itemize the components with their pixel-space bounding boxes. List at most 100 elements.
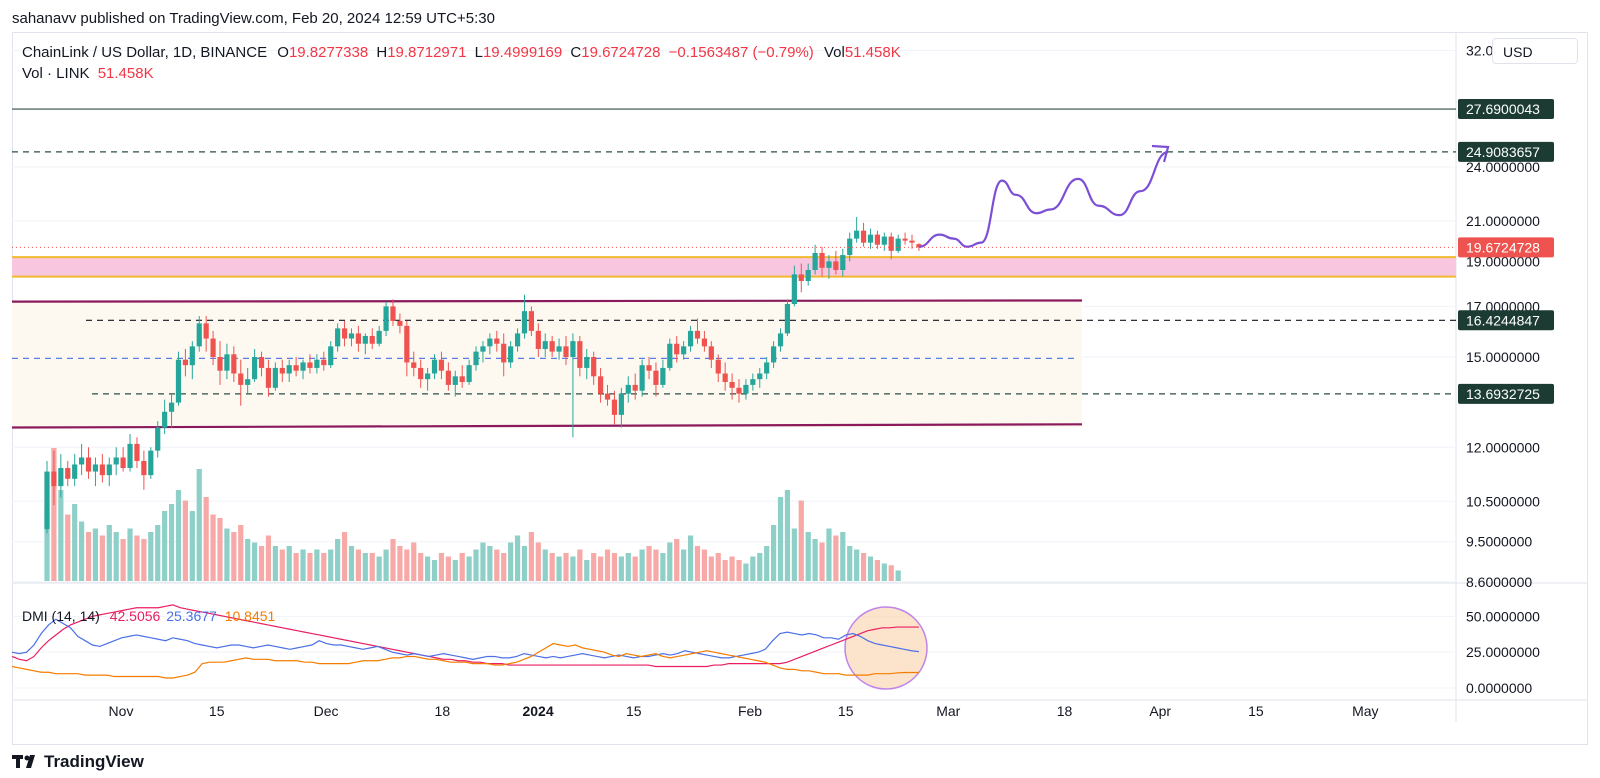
time-tick-label: Apr (1149, 703, 1171, 719)
candle-body (300, 362, 306, 371)
volume-bar (722, 560, 728, 581)
candle-body (798, 274, 804, 282)
candle-body (729, 382, 735, 388)
volume-bar (514, 535, 521, 581)
close-label: C (570, 44, 582, 61)
candle-body (604, 393, 611, 400)
price-badge-label: 24.9083657 (1466, 144, 1540, 160)
candle-body (341, 328, 348, 339)
volume-bar (231, 532, 237, 581)
candle-body (639, 365, 645, 391)
candle-body (584, 356, 590, 368)
candle-body (777, 333, 784, 347)
volume-bar (120, 539, 126, 581)
candle-body (874, 234, 880, 245)
volume-bar (625, 553, 631, 581)
volume-bar (708, 556, 714, 581)
volume-bar (72, 504, 78, 581)
volume-bar (888, 565, 894, 581)
volume-bar (750, 556, 756, 581)
candle-body (438, 359, 445, 371)
candle-body (65, 467, 71, 479)
candle-body (279, 367, 285, 374)
candle-body (148, 450, 154, 476)
candle-body (210, 338, 216, 357)
time-tick-label: Nov (109, 703, 134, 719)
volume-bar (701, 549, 707, 581)
candle-body (840, 255, 846, 270)
candle-body (694, 330, 701, 339)
candle-body (895, 238, 901, 251)
volume-bar (175, 490, 182, 581)
candle-body (92, 464, 99, 472)
volume-bar (487, 546, 493, 581)
currency-button[interactable]: USD (1492, 38, 1578, 64)
candle-body (687, 330, 694, 347)
candle-body (51, 471, 57, 487)
volume-bar (840, 532, 846, 581)
volume-bar (480, 542, 486, 581)
volume-bar (501, 553, 507, 581)
candle-body (757, 373, 763, 380)
price-badge (1458, 310, 1554, 331)
channel-bottom-line (11, 423, 1083, 429)
volume-value: 51.458K (844, 44, 901, 61)
candle-body (598, 376, 604, 394)
price-tick-label: 8.6000000 (1466, 574, 1532, 590)
candle-body (653, 370, 659, 385)
candle-body (473, 351, 479, 366)
volume-bar (362, 553, 368, 581)
candle-body (791, 274, 797, 304)
candle-body (611, 399, 618, 415)
volume-bar (494, 549, 500, 581)
volume-bar (134, 535, 140, 581)
volume-bar (155, 525, 161, 581)
candle-body (681, 346, 687, 355)
volume-bar (584, 560, 590, 581)
candle-body (646, 365, 652, 371)
time-tick-label: Dec (314, 703, 339, 719)
volume-bar (314, 549, 320, 581)
volume-bar (687, 535, 694, 581)
volume-bar (452, 560, 458, 581)
volume-bar (51, 448, 57, 581)
symbol-title[interactable]: ChainLink / US Dollar, 1D, BINANCE (22, 44, 268, 61)
volume-bar (639, 549, 645, 581)
dmi-legend: DMI (14, 14) 42.5056 25.3677 10.8451 (22, 608, 275, 624)
volume-bar (438, 553, 445, 581)
footer-branding[interactable]: TradingView (12, 752, 144, 772)
candle-body (570, 341, 576, 357)
candle-body (771, 346, 777, 363)
volume-bar (881, 563, 887, 581)
price-badge (1458, 99, 1554, 120)
candle-body (238, 373, 244, 385)
candle-body (362, 335, 368, 344)
volume-bar (674, 539, 680, 581)
volume-indicator-label[interactable]: Vol · LINK (22, 65, 90, 82)
volume-bar (341, 532, 348, 581)
channel-top-line (11, 299, 1083, 303)
dmi-tick-label: 50.0000000 (1466, 608, 1540, 624)
time-tick-label: 18 (435, 703, 451, 719)
volume-bar (847, 546, 853, 581)
volume-bar (743, 563, 749, 581)
volume-bar (92, 528, 99, 581)
candle-body (750, 379, 756, 385)
volume-bar (791, 528, 797, 581)
volume-bar (819, 542, 825, 581)
dmi-label[interactable]: DMI (14, 14) (22, 608, 100, 624)
candle-body (632, 384, 638, 391)
candle-body (224, 354, 230, 371)
price-badge (1458, 383, 1554, 404)
candle-body (833, 261, 839, 270)
volume-bar (383, 549, 389, 581)
candle-body (127, 443, 133, 468)
candle-body (881, 236, 887, 245)
price-badge (1458, 237, 1554, 258)
candle-body (521, 311, 528, 334)
volume-bar (591, 553, 597, 581)
candle-body (466, 365, 472, 383)
volume-bar (466, 556, 472, 581)
volume-bar (321, 553, 327, 581)
